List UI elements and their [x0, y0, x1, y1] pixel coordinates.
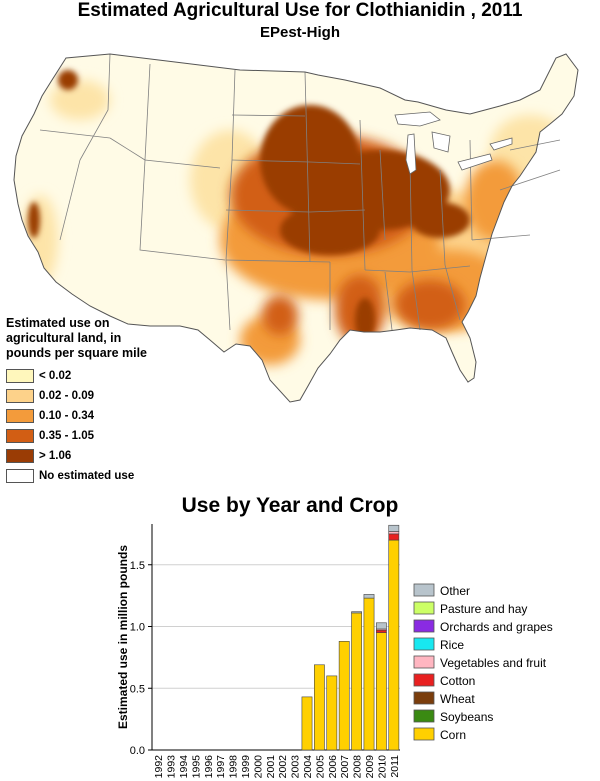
map-legend: Estimated use on agricultural land, in p… [6, 316, 206, 486]
bar-segment [388, 533, 400, 541]
map-legend-item: 0.02 - 0.09 [6, 386, 206, 406]
chart-legend-label: Pasture and hay [440, 602, 527, 616]
x-tick-label: 1997 [215, 755, 227, 779]
x-tick-label: 2008 [352, 755, 364, 779]
bar-segment [301, 696, 313, 751]
bar-segment [338, 641, 350, 751]
x-tick-label: 1999 [240, 755, 252, 779]
map-legend-label: < 0.02 [39, 370, 72, 382]
map-legend-swatch [6, 389, 34, 403]
y-tick-label: 1.0 [130, 622, 145, 634]
chart-title: Use by Year and Crop [181, 494, 399, 517]
page-title: Estimated Agricultural Use for Clothiani… [77, 0, 523, 21]
x-tick-label: 1994 [178, 755, 190, 779]
x-tick-label: 1995 [190, 755, 202, 779]
x-tick-label: 2000 [252, 755, 264, 779]
chart-legend-label: Rice [440, 638, 464, 652]
map-legend-swatch [6, 469, 34, 483]
x-tick-label: 1992 [153, 755, 165, 779]
map-legend-swatch [6, 429, 34, 443]
x-tick-label: 2010 [376, 755, 388, 779]
map-legend-title-line: Estimated use on [6, 316, 110, 330]
x-tick-label: 2007 [339, 755, 351, 779]
map-legend-label: 0.10 - 0.34 [39, 410, 94, 422]
x-tick-label: 2003 [290, 755, 302, 779]
chart-legend-swatch [413, 583, 435, 597]
x-tick-label: 2005 [314, 755, 326, 779]
y-tick-label: 0.0 [130, 745, 145, 757]
x-tick-label: 2004 [302, 755, 314, 779]
map-legend-label: No estimated use [39, 470, 135, 482]
chart-legend-swatch [413, 601, 435, 615]
map-legend-item: No estimated use [6, 466, 206, 486]
bar-segment [376, 632, 387, 751]
bar-segment [351, 612, 362, 751]
x-tick-label: 1996 [203, 755, 215, 779]
us-use-map [13, 53, 579, 403]
map-legend-swatch [6, 369, 34, 383]
x-tick-label: 2009 [364, 755, 376, 779]
chart-legend-label: Corn [440, 728, 466, 742]
chart-legend-swatch [413, 637, 435, 651]
map-legend-label: 0.35 - 1.05 [39, 430, 94, 442]
x-tick-label: 1998 [228, 755, 240, 779]
x-tick-label: 2006 [327, 755, 339, 779]
y-tick-label: 0.5 [130, 683, 145, 695]
bar-segment [363, 597, 375, 751]
chart-legend-label: Cotton [440, 674, 475, 688]
map-legend-label: > 1.06 [39, 450, 72, 462]
bar-segment [326, 675, 338, 751]
x-tick-label: 1993 [166, 755, 178, 779]
map-legend-title: Estimated use on agricultural land, in p… [6, 316, 206, 361]
map-legend-item: 0.35 - 1.05 [6, 426, 206, 446]
bar-segment [388, 531, 400, 535]
page-subtitle: EPest-High [259, 24, 340, 41]
bar-segment [388, 539, 400, 751]
map-legend-swatch [6, 449, 34, 463]
chart-legend-label: Other [440, 584, 470, 598]
map-legend-title-line: agricultural land, in [6, 331, 122, 345]
chart-legend-swatch [413, 673, 435, 687]
bar-segment [376, 629, 387, 633]
bar-segment [376, 622, 387, 630]
map-legend-item: 0.10 - 0.34 [6, 406, 206, 426]
chart-legend-swatch [413, 619, 435, 633]
x-tick-label: 2011 [389, 755, 401, 778]
y-tick-label: 1.5 [130, 560, 145, 572]
chart-legend-label: Orchards and grapes [440, 620, 553, 634]
chart-legend-label: Vegetables and fruit [440, 656, 547, 670]
bar-segment [314, 664, 325, 751]
bar-segment [388, 524, 400, 532]
chart-legend-swatch [413, 655, 435, 669]
bar-segment [351, 611, 362, 614]
chart-legend-swatch [413, 709, 435, 723]
map-legend-item: < 0.02 [6, 366, 206, 386]
map-legend-item: > 1.06 [6, 446, 206, 466]
bar-segment [363, 594, 375, 599]
y-axis-label: Estimated use in million pounds [116, 545, 130, 729]
map-legend-title-line: pounds per square mile [6, 346, 148, 360]
map-legend-label: 0.02 - 0.09 [39, 390, 94, 402]
chart-legend-swatch [413, 727, 435, 741]
x-tick-label: 2002 [277, 755, 289, 779]
chart-legend-label: Soybeans [440, 710, 493, 724]
chart-legend-swatch [413, 691, 435, 705]
chart-legend-label: Wheat [440, 692, 475, 706]
x-tick-label: 2001 [265, 755, 277, 779]
map-legend-swatch [6, 409, 34, 423]
